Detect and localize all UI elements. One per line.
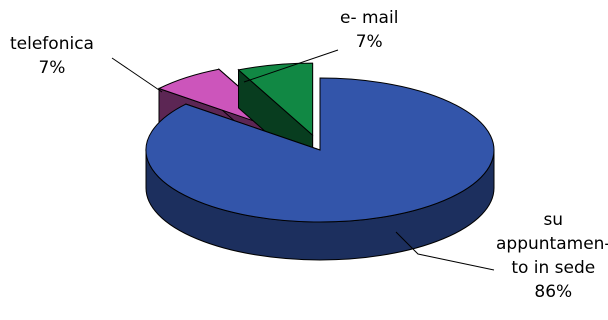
slice-label-email: e- mail 7% <box>340 6 398 54</box>
slice-label-telefonica: telefonica 7% <box>10 32 94 80</box>
label-telefonica-name: telefonica <box>10 34 94 54</box>
leader-appuntamento <box>395 231 495 271</box>
label-telefonica-value: 7% <box>38 58 66 78</box>
label-email-value: 7% <box>355 32 383 52</box>
pie-top-appuntamento <box>145 77 495 223</box>
pie-slice-appuntamento <box>145 77 495 261</box>
label-appuntamento-line1: su <box>543 210 564 230</box>
label-appuntamento-line2: appuntamen- <box>496 234 608 254</box>
label-email-name: e- mail <box>340 8 399 28</box>
leader-telefonica <box>111 57 163 93</box>
pie-top-email <box>237 62 314 137</box>
leader-email <box>243 49 339 83</box>
label-appuntamento-value: 86% <box>534 282 573 302</box>
label-appuntamento-line3: to in sede <box>511 258 596 278</box>
slice-label-appuntamento: su appuntamen- to in sede 86% <box>496 208 608 304</box>
